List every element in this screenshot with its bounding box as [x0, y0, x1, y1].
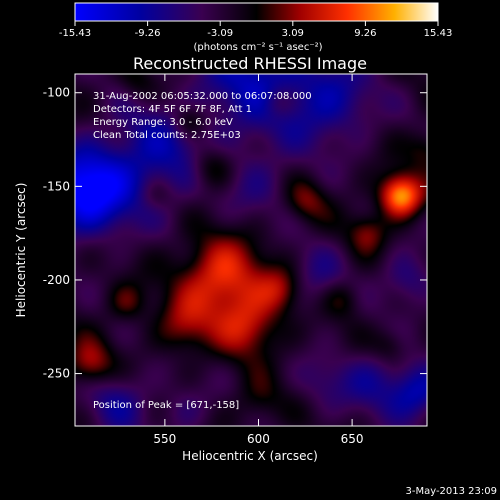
- colorbar-tick-label: 15.43: [424, 28, 453, 39]
- colorbar-tick-label: 3.09: [282, 28, 304, 39]
- footer-date: 3-May-2013 23:09: [405, 486, 497, 497]
- y-tick-label: -150: [43, 179, 70, 193]
- colorbar-tick-label: -3.09: [207, 28, 233, 39]
- y-axis-label: Heliocentric Y (arcsec): [14, 183, 28, 318]
- colorbar-tick-label: -15.43: [59, 28, 91, 39]
- x-tick-label: 650: [341, 432, 364, 446]
- info-line: Clean Total counts: 2.75E+03: [93, 130, 241, 141]
- colorbar-tick-label: -9.26: [135, 28, 161, 39]
- colorbar-ticks: -15.43 -9.26 -3.09 3.09 9.26 15.43: [59, 21, 452, 39]
- heatmap-image: [75, 74, 427, 426]
- x-axis-label: Heliocentric X (arcsec): [182, 449, 318, 463]
- y-axis-ticks: -100 -150 -200 -250: [43, 86, 427, 381]
- info-line: Energy Range: 3.0 - 6.0 keV: [93, 117, 233, 128]
- colorbar: -15.43 -9.26 -3.09 3.09 9.26 15.43 (photons c…: [59, 2, 452, 53]
- colorbar-tick-label: 9.26: [354, 28, 376, 39]
- plot-frame: [74, 73, 428, 427]
- x-tick-label: 550: [153, 432, 176, 446]
- chart-title: Reconstructed RHESSI Image: [133, 54, 367, 73]
- peak-position-text: Position of Peak = [671,-158]: [93, 400, 239, 411]
- info-line: Detectors: 4F 5F 6F 7F 8F, Att 1: [93, 104, 252, 115]
- heatmap-image-container: [75, 74, 427, 426]
- colorbar-gradient: [74, 2, 439, 22]
- colorbar-units: (photons cm⁻² s⁻¹ asec⁻²): [193, 42, 322, 53]
- x-tick-label: 600: [247, 432, 270, 446]
- info-line: 31-Aug-2002 06:05:32.000 to 06:07:08.000: [93, 91, 312, 102]
- y-tick-label: -250: [43, 367, 70, 381]
- y-tick-label: -100: [43, 86, 70, 100]
- y-tick-label: -200: [43, 273, 70, 287]
- info-text-block: 31-Aug-2002 06:05:32.000 to 06:07:08.000…: [93, 91, 312, 141]
- x-axis-ticks: 550 600 650: [153, 74, 364, 446]
